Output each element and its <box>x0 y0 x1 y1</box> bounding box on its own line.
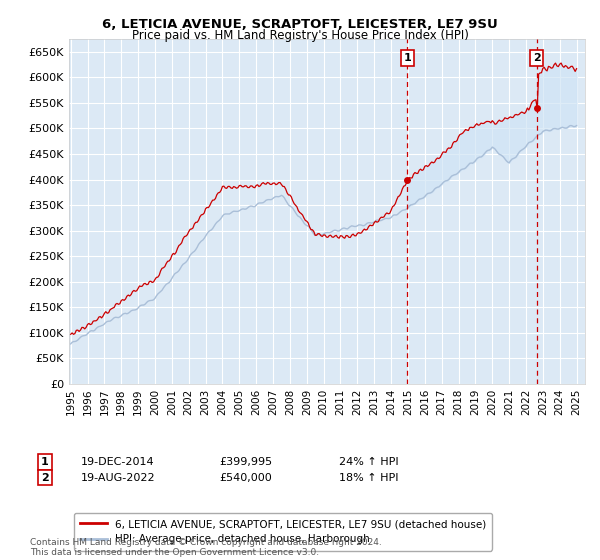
Text: 1: 1 <box>403 53 411 63</box>
Text: £540,000: £540,000 <box>219 473 272 483</box>
Text: Price paid vs. HM Land Registry's House Price Index (HPI): Price paid vs. HM Land Registry's House … <box>131 29 469 42</box>
Text: 2: 2 <box>41 473 49 483</box>
Text: 19-DEC-2014: 19-DEC-2014 <box>81 457 155 467</box>
Text: 18% ↑ HPI: 18% ↑ HPI <box>339 473 398 483</box>
Text: £399,995: £399,995 <box>219 457 272 467</box>
Text: 24% ↑ HPI: 24% ↑ HPI <box>339 457 398 467</box>
Legend: 6, LETICIA AVENUE, SCRAPTOFT, LEICESTER, LE7 9SU (detached house), HPI: Average : 6, LETICIA AVENUE, SCRAPTOFT, LEICESTER,… <box>74 513 493 550</box>
Text: Contains HM Land Registry data © Crown copyright and database right 2024.
This d: Contains HM Land Registry data © Crown c… <box>30 538 382 557</box>
Text: 2: 2 <box>533 53 541 63</box>
Text: 19-AUG-2022: 19-AUG-2022 <box>81 473 155 483</box>
Text: 6, LETICIA AVENUE, SCRAPTOFT, LEICESTER, LE7 9SU: 6, LETICIA AVENUE, SCRAPTOFT, LEICESTER,… <box>102 18 498 31</box>
Text: 1: 1 <box>41 457 49 467</box>
